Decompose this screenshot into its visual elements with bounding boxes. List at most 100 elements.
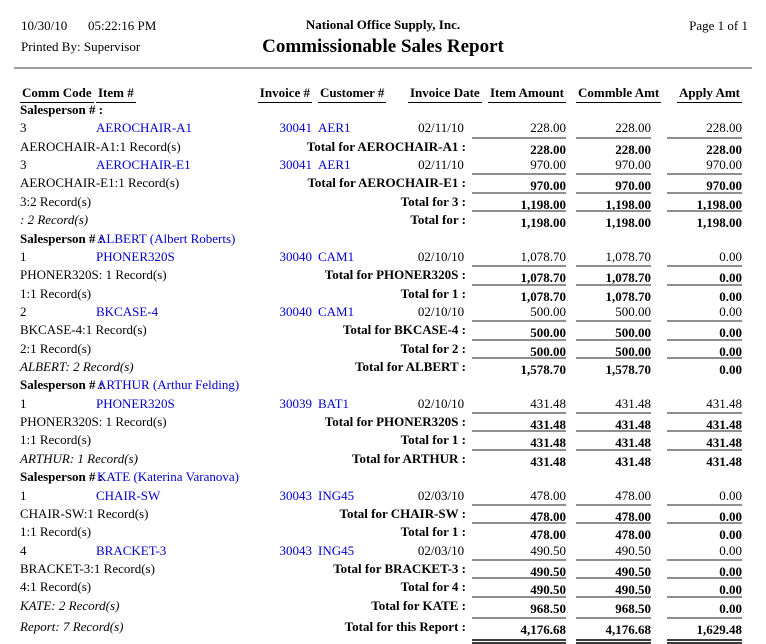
invoice-date-cell: 02/10/10 — [417, 303, 465, 319]
total-apply-amt: 0.00 — [667, 595, 742, 617]
salesperson-group-header: Salesperson # : — [0, 100, 766, 118]
customer-link[interactable]: CAM1 — [318, 248, 355, 264]
total-apply-amt: 0.00 — [667, 265, 742, 286]
salesperson-label: Salesperson # : — [20, 377, 104, 393]
record-count-text: 1:1 Record(s) — [20, 524, 92, 540]
total-item-amount: 500.00 — [472, 338, 566, 360]
report-time: 05:22:16 PM — [88, 18, 157, 33]
total-label: Total for BRACKET-3 : — [333, 560, 466, 576]
total-label: Total for ARTHUR : — [351, 450, 466, 466]
total-label: Total for PHONER320S : — [324, 267, 466, 283]
record-count-text: CHAIR-SW:1 Record(s) — [20, 505, 149, 521]
total-apply-amt: 431.48 — [667, 412, 742, 433]
total-commble-amt: 490.50 — [576, 577, 651, 598]
total-commble-amt: 478.00 — [576, 503, 651, 525]
total-label: Total for CHAIR-SW : — [339, 505, 466, 521]
invoice-link[interactable]: 30043 — [279, 487, 313, 503]
invoice-date-cell: 02/03/10 — [417, 542, 465, 558]
total-apply-amt: 0.00 — [667, 338, 742, 360]
item-link[interactable]: BKCASE-4 — [96, 303, 159, 319]
record-count-text: 3:2 Record(s) — [20, 193, 92, 209]
total-item-amount: 1,078.70 — [472, 283, 566, 305]
total-label: Total for 2 : — [400, 340, 466, 356]
customer-link[interactable]: CAM1 — [318, 303, 355, 319]
apply-amt-cell: 228.00 — [706, 120, 742, 136]
total-label: Total for 1 : — [400, 432, 466, 448]
record-count-text: BKCASE-4:1 Record(s) — [20, 322, 147, 338]
salesperson-label: Salesperson # : — [20, 230, 104, 246]
customer-link[interactable]: AER1 — [318, 157, 351, 173]
customer-link[interactable]: BAT1 — [318, 395, 350, 411]
total-apply-amt: 0.00 — [667, 503, 742, 525]
customer-link[interactable]: ING45 — [318, 542, 355, 558]
total-commble-amt: 1,198.00 — [576, 210, 651, 231]
item-link[interactable]: BRACKET-3 — [96, 542, 167, 558]
record-count-text: 1:1 Record(s) — [20, 432, 92, 448]
apply-amt-cell: 970.00 — [706, 157, 742, 173]
total-item-amount: 478.00 — [472, 522, 566, 543]
detail-row: 1 CHAIR-SW 30043 ING45 02/03/10 478.00 4… — [0, 486, 766, 504]
subtotal-row: 3:2 Record(s) Total for 3 : 1,198.00 1,1… — [0, 191, 766, 213]
item-amount-cell: 478.00 — [530, 487, 566, 503]
record-count-text: ALBERT: 2 Record(s) — [20, 359, 134, 375]
item-link[interactable]: CHAIR-SW — [96, 487, 161, 503]
item-link[interactable]: PHONER320S — [96, 395, 175, 411]
subtotal-row: CHAIR-SW:1 Record(s) Total for CHAIR-SW … — [0, 503, 766, 525]
col-header-invoice: Invoice # — [230, 85, 312, 103]
total-commble-amt: 1,198.00 — [576, 191, 651, 213]
invoice-date-cell: 02/03/10 — [417, 487, 465, 503]
item-link[interactable]: AEROCHAIR-A1 — [96, 120, 193, 136]
col-header-comm-code: Comm Code — [20, 85, 94, 103]
total-item-amount: 478.00 — [472, 503, 566, 525]
total-apply-amt: 0.00 — [667, 577, 742, 598]
invoice-link[interactable]: 30043 — [279, 542, 313, 558]
total-commble-amt: 228.00 — [576, 136, 651, 158]
total-label: Total for KATE : — [371, 597, 466, 613]
total-apply-amt: 431.48 — [667, 430, 742, 451]
total-apply-amt: 970.00 — [667, 173, 742, 194]
record-count-text: BRACKET-3:1 Record(s) — [20, 560, 155, 576]
total-commble-amt: 490.50 — [576, 558, 651, 580]
total-commble-amt: 1,078.70 — [576, 283, 651, 305]
invoice-date-cell: 02/10/10 — [417, 395, 465, 411]
record-count-text: 4:1 Record(s) — [20, 579, 92, 595]
invoice-link[interactable]: 30039 — [279, 395, 313, 411]
commble-amt-cell: 500.00 — [615, 303, 651, 319]
record-count-text: : 2 Record(s) — [20, 212, 89, 228]
item-link[interactable]: PHONER320S — [96, 248, 175, 264]
item-link[interactable]: AEROCHAIR-E1 — [96, 157, 191, 173]
salesperson-link[interactable]: ALBERT (Albert Roberts) — [97, 230, 236, 246]
total-apply-amt: 0.00 — [667, 320, 742, 341]
total-item-amount: 431.48 — [472, 412, 566, 433]
total-label: Total for 1 : — [400, 285, 466, 301]
invoice-link[interactable]: 30040 — [279, 248, 313, 264]
detail-row: 2 BKCASE-4 30040 CAM1 02/10/10 500.00 50… — [0, 302, 766, 320]
report-body: Salesperson # : 3 AEROCHAIR-A1 30041 AER… — [0, 100, 766, 644]
detail-row: 1 PHONER320S 30040 CAM1 02/10/10 1,078.7… — [0, 247, 766, 265]
invoice-link[interactable]: 30041 — [279, 157, 313, 173]
total-commble-amt: 1,578.70 — [576, 357, 651, 378]
salesperson-label: Salesperson # : — [20, 469, 104, 485]
printed-by: Printed By: Supervisor — [21, 39, 141, 54]
invoice-link[interactable]: 30040 — [279, 303, 313, 319]
item-amount-cell: 431.48 — [530, 395, 566, 411]
customer-link[interactable]: AER1 — [318, 120, 351, 136]
total-apply-amt: 0.00 — [667, 522, 742, 543]
salesperson-group-header: Salesperson # : KATE (Katerina Varanova) — [0, 467, 766, 485]
total-item-amount: 1,078.70 — [472, 265, 566, 286]
record-count-text: PHONER320S: 1 Record(s) — [20, 267, 167, 283]
invoice-date-cell: 02/10/10 — [417, 248, 465, 264]
salesperson-link[interactable]: KATE (Katerina Varanova) — [97, 469, 239, 485]
customer-link[interactable]: ING45 — [318, 487, 355, 503]
subtotal-row: KATE: 2 Record(s) Total for KATE : 968.5… — [0, 595, 766, 617]
total-item-amount: 1,198.00 — [472, 210, 566, 231]
commble-amt-cell: 431.48 — [615, 395, 651, 411]
salesperson-link[interactable]: ARTHUR (Arthur Felding) — [97, 377, 240, 393]
record-count-text: KATE: 2 Record(s) — [20, 597, 120, 613]
apply-amt-cell: 0.00 — [719, 487, 742, 503]
subtotal-row: ALBERT: 2 Record(s) Total for ALBERT : 1… — [0, 357, 766, 378]
commble-amt-cell: 970.00 — [615, 157, 651, 173]
total-label: Total for 1 : — [400, 524, 466, 540]
invoice-link[interactable]: 30041 — [279, 120, 313, 136]
